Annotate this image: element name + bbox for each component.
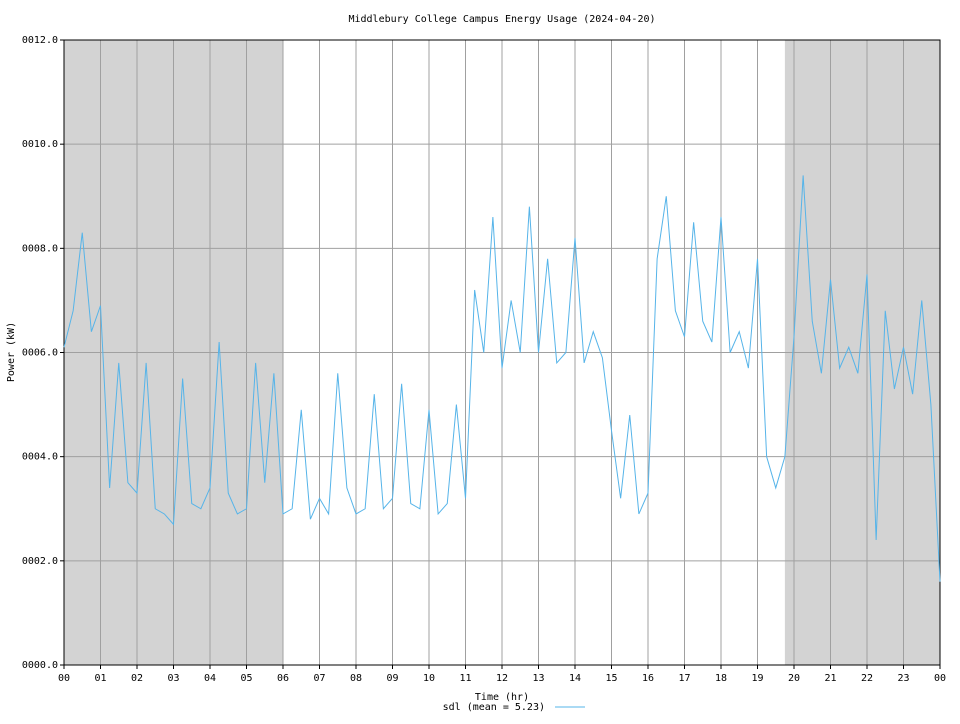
- x-tick-label: 05: [240, 673, 252, 684]
- x-tick-label: 20: [788, 673, 800, 684]
- y-tick-label: 0008.0: [22, 243, 58, 254]
- x-tick-label: 12: [496, 673, 508, 684]
- x-tick-label: 00: [934, 673, 946, 684]
- y-axis-label: Power (kW): [6, 322, 17, 382]
- x-tick-label: 01: [94, 673, 106, 684]
- x-tick-label: 08: [350, 673, 362, 684]
- legend-label: sdl (mean = 5.23): [443, 702, 545, 713]
- x-tick-label: 21: [824, 673, 836, 684]
- plot-frame: [63, 39, 941, 666]
- y-tick-label: 0010.0: [22, 139, 58, 150]
- data-line: [63, 175, 941, 582]
- x-tick-label: 07: [313, 673, 325, 684]
- x-tick-label: 11: [459, 673, 471, 684]
- x-tick-label: 22: [861, 673, 873, 684]
- x-tick-label: 19: [751, 673, 763, 684]
- x-tick-label: 06: [277, 673, 289, 684]
- x-tick-label: 14: [569, 673, 581, 684]
- x-tick-label: 13: [532, 673, 544, 684]
- x-tick-label: 18: [715, 673, 727, 684]
- y-tick-label: 0000.0: [22, 660, 58, 671]
- y-tick-label: 0012.0: [22, 35, 58, 46]
- x-tick-label: 09: [386, 673, 398, 684]
- x-tick-label: 15: [605, 673, 617, 684]
- x-tick-label: 04: [204, 673, 216, 684]
- y-tick-label: 0002.0: [22, 556, 58, 567]
- x-tick-label: 02: [131, 673, 143, 684]
- y-tick-label: 0004.0: [22, 452, 58, 463]
- x-axis-label: Time (hr): [475, 692, 529, 703]
- x-tick-label: 16: [642, 673, 654, 684]
- x-tick-label: 23: [897, 673, 909, 684]
- x-tick-label: 00: [58, 673, 70, 684]
- x-tick-label: 10: [423, 673, 435, 684]
- x-tick-label: 03: [167, 673, 179, 684]
- chart-title: Middlebury College Campus Energy Usage (…: [348, 14, 655, 25]
- x-tick-label: 17: [678, 673, 690, 684]
- y-tick-label: 0006.0: [22, 348, 58, 359]
